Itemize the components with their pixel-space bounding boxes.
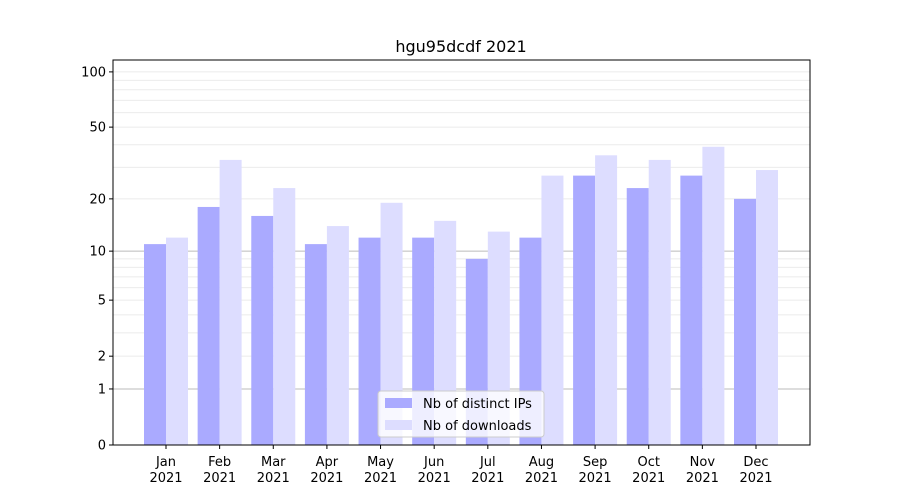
bar-downloads — [756, 170, 778, 445]
bar-ips — [144, 244, 166, 445]
bar-downloads — [326, 226, 349, 445]
y-tick-label: 0 — [98, 439, 106, 454]
x-tick-label: Nov — [690, 455, 716, 470]
x-tick-label: 2021 — [418, 471, 451, 486]
x-tick-label: 2021 — [579, 471, 612, 486]
legend: Nb of distinct IPs Nb of downloads — [377, 390, 545, 438]
y-tick-label: 100 — [81, 65, 106, 80]
x-tick-label: 2021 — [203, 471, 236, 486]
y-tick-label: 50 — [89, 121, 106, 136]
y-tick-label: 5 — [98, 294, 106, 309]
x-tick-label: Feb — [208, 455, 231, 470]
bar-ips — [626, 188, 649, 445]
x-tick-label: Oct — [637, 455, 659, 470]
x-tick-label: 2021 — [686, 471, 719, 486]
bar-downloads — [595, 155, 618, 445]
bar-ips — [573, 175, 596, 445]
x-tick-label: 2021 — [739, 471, 772, 486]
bar-ips — [197, 206, 220, 445]
bar-downloads — [273, 188, 296, 445]
bar-downloads — [648, 159, 671, 446]
x-tick-label: 2021 — [471, 471, 504, 486]
x-tick-label: Mar — [261, 455, 286, 470]
plot-frame — [112, 59, 811, 446]
y-tick-label: 2 — [98, 350, 106, 365]
bar-ips — [358, 237, 381, 445]
legend-box — [377, 390, 545, 438]
bar-downloads — [434, 220, 457, 445]
x-tick-label: Aug — [529, 455, 554, 470]
bar-downloads — [219, 159, 242, 446]
x-tick-label: 2021 — [149, 471, 182, 486]
y-tick-label: 1 — [98, 382, 106, 397]
bar-ips — [680, 175, 703, 445]
x-tick-label: 2021 — [364, 471, 397, 486]
legend-swatch-ips — [385, 398, 412, 408]
bar-ips — [304, 244, 327, 445]
x-tick-label: 2021 — [632, 471, 665, 486]
x-tick-label: Dec — [743, 455, 768, 470]
x-tick-label: Jan — [155, 455, 176, 470]
y-tick-label: 20 — [89, 192, 106, 207]
x-tick-label: Jul — [479, 455, 496, 470]
legend-swatch-downloads — [385, 420, 412, 430]
legend-label-ips: Nb of distinct IPs — [423, 397, 532, 412]
bar-ips — [251, 215, 274, 445]
bar-downloads — [541, 175, 564, 445]
x-tick-label: 2021 — [310, 471, 343, 486]
x-tick-label: Apr — [316, 455, 339, 470]
bar-downloads — [702, 146, 725, 446]
y-tick-label: 10 — [89, 245, 106, 260]
chart-title: hgu95dcdf 2021 — [395, 37, 526, 56]
x-tick-label: 2021 — [525, 471, 558, 486]
legend-label-downloads: Nb of downloads — [423, 419, 532, 434]
bar-downloads — [380, 202, 403, 445]
bar-downloads — [166, 237, 188, 445]
x-tick-label: Sep — [583, 455, 608, 470]
bar-ips — [734, 198, 756, 445]
x-tick-label: Jun — [423, 455, 444, 470]
x-tick-label: May — [367, 455, 394, 470]
x-tick-label: 2021 — [257, 471, 290, 486]
